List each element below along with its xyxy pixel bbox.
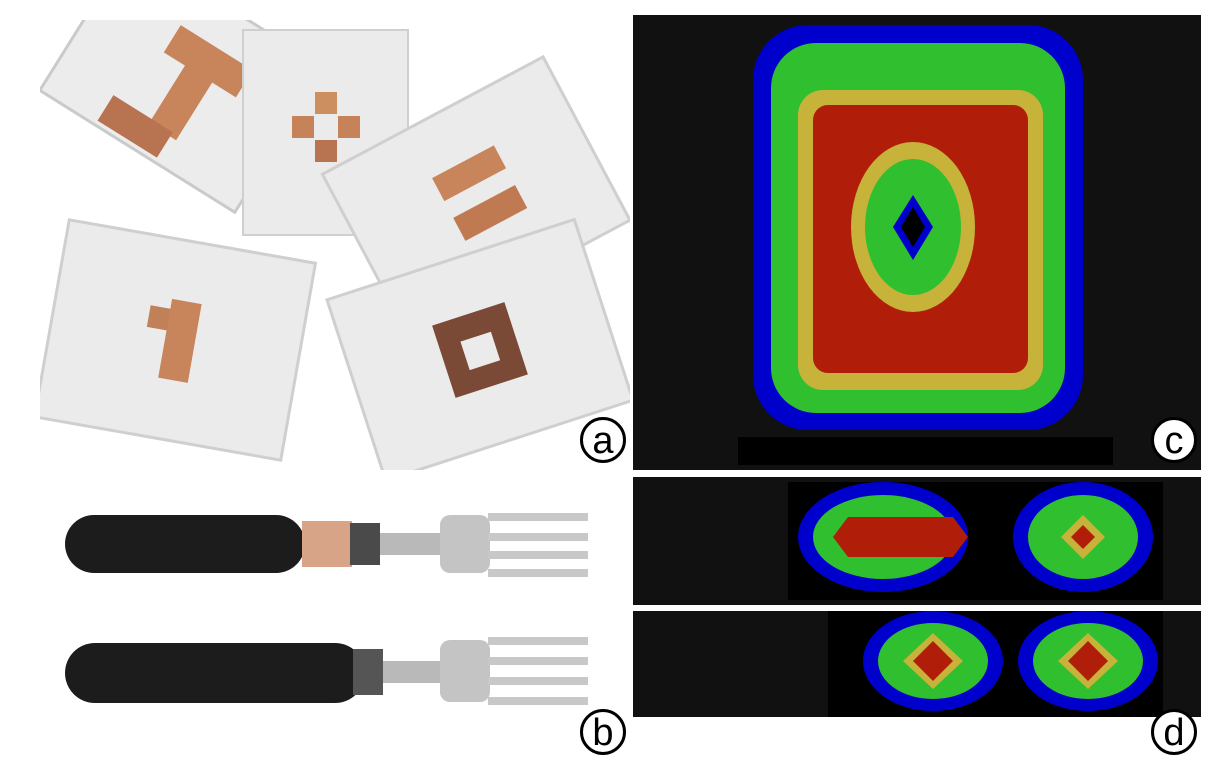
heatmap-small-top xyxy=(633,477,1201,605)
panel-label-a: a xyxy=(580,417,626,463)
heatmap-large xyxy=(633,15,1201,470)
photo-boards-with-copper-tape xyxy=(40,20,630,470)
fork-plain xyxy=(65,637,588,705)
heatmap-small-bottom xyxy=(633,611,1201,717)
panel-label-b: b xyxy=(580,709,626,755)
board-cross-shape xyxy=(242,29,409,236)
fork-with-copper-band xyxy=(65,513,588,577)
panel-label-d: d xyxy=(1151,709,1197,755)
panel-label-c: c xyxy=(1151,417,1197,463)
photo-forks xyxy=(40,485,630,755)
board-square-ring xyxy=(325,217,630,470)
board-plus-shape xyxy=(40,218,318,462)
